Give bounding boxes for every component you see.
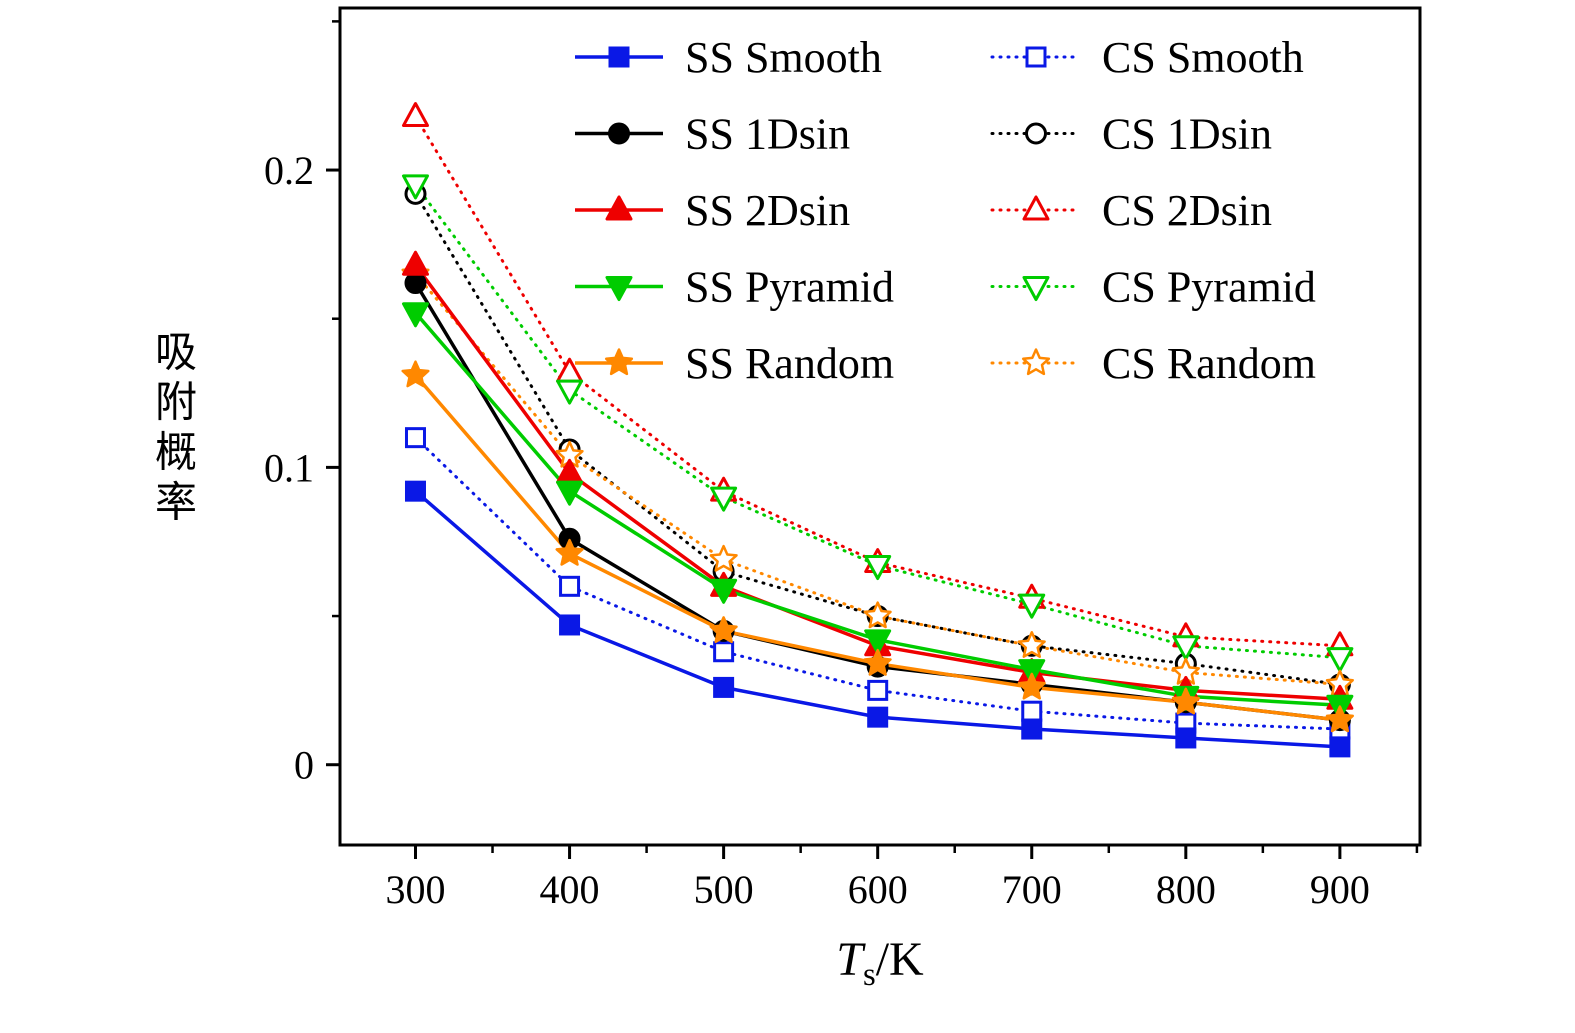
legend-item-cs-smooth: CS Smooth [990,33,1304,82]
series-markers-ss-pyramid [401,302,1354,720]
y-tick-label: 0.2 [264,148,314,193]
legend-item-cs-random: CS Random [990,339,1316,388]
series-line-cs-pyramid [414,183,1342,660]
legend-label: CS Pyramid [1102,263,1316,312]
y-axis: 0 0.1 0.2 [264,20,340,788]
marker-star [1325,705,1354,733]
legend-label: CS Random [1102,339,1316,388]
legend-item-cs-pyramid: CS Pyramid [990,263,1316,312]
x-tick-label: 300 [385,867,445,912]
legend-item-ss-smooth: SS Smooth [575,33,882,82]
marker-square [713,676,735,698]
legend-item-cs-1dsin: CS 1Dsin [990,110,1272,159]
marker-square [713,641,735,663]
marker-triangle-down [1172,635,1200,661]
marker-square [559,575,581,597]
y-axis-label-char: 率 [155,480,197,527]
marker-square [1329,736,1351,758]
x-tick-label: 800 [1156,867,1216,912]
legend: SS Smooth SS 1Dsin SS 2Dsin SS Pyramid SS Ra… [575,33,1316,388]
marker-star [401,360,430,388]
marker-square [404,480,426,502]
legend-item-cs-2dsin: CS 2Dsin [990,186,1272,235]
y-axis-label-char: 概 [155,431,197,477]
legend-label: CS Smooth [1102,33,1304,82]
marker-square [867,706,889,728]
marker-square [1175,727,1197,749]
legend-label: SS 2Dsin [685,186,850,235]
x-axis: 300 400 500 600 700 800 900 [385,845,1419,912]
legend-item-ss-2dsin: SS 2Dsin [575,186,850,235]
marker-star [863,601,892,629]
series-markers-cs-pyramid [401,174,1354,673]
x-tick-label: 700 [1002,867,1062,912]
marker-triangle-up [401,102,429,128]
marker-star [1017,672,1046,700]
marker-star [709,616,738,644]
marker-square [867,679,889,701]
legend-label: CS 1Dsin [1102,110,1272,159]
marker-star [1171,687,1200,715]
marker-triangle-down [556,379,584,405]
y-axis-label-char: 附 [155,381,197,427]
legend-item-ss-random: SS Random [575,339,894,388]
marker-triangle-down [710,578,738,604]
legend-label: SS Smooth [685,33,882,82]
marker-circle [1025,122,1047,145]
marker-star [863,648,892,676]
series-markers-ss-smooth [404,480,1351,758]
x-tick-label: 600 [848,867,908,912]
marker-triangle-up [1022,195,1050,221]
marker-triangle-down [1326,647,1354,673]
marker-triangle-down [864,555,892,581]
marker-star [709,544,738,572]
marker-square [1021,700,1043,722]
y-axis-label-char: 吸 [155,331,197,377]
x-tick-label: 900 [1310,867,1370,912]
marker-triangle-down [1018,659,1046,685]
marker-triangle-up [605,195,633,221]
legend-label: CS 2Dsin [1102,186,1272,235]
marker-triangle-up [401,250,429,276]
y-tick-label: 0.1 [264,445,314,490]
legend-item-ss-pyramid: SS Pyramid [575,263,894,312]
marker-triangle-down [1018,593,1046,619]
x-axis-label: Ts/K [836,933,924,993]
marker-circle [608,122,630,145]
marker-triangle-down [401,174,429,200]
marker-triangle-down [710,486,738,512]
marker-square [559,614,581,636]
marker-star [604,348,634,376]
marker-circle [404,272,427,295]
series-markers-ss-random [401,360,1354,733]
marker-star [1021,348,1051,376]
marker-square [404,427,426,449]
legend-item-ss-1dsin: SS 1Dsin [575,110,850,159]
marker-square [608,46,630,68]
x-tick-label: 500 [694,867,754,912]
marker-triangle-down [605,276,633,301]
marker-star [1017,631,1046,658]
legend-label: SS 1Dsin [685,110,850,159]
marker-square [1025,46,1047,68]
y-tick-label: 0 [294,743,314,788]
marker-triangle-down [556,480,584,506]
marker-triangle-down [864,629,892,655]
plot-frame [338,6,1422,847]
marker-star [555,538,584,566]
series-markers-cs-smooth [404,427,1351,740]
legend-label: SS Pyramid [685,263,894,312]
marker-square [1021,718,1043,740]
x-tick-label: 400 [540,867,600,912]
legend-label: SS Random [685,339,894,388]
marker-triangle-down [1022,276,1050,301]
marker-triangle-down [401,302,429,328]
